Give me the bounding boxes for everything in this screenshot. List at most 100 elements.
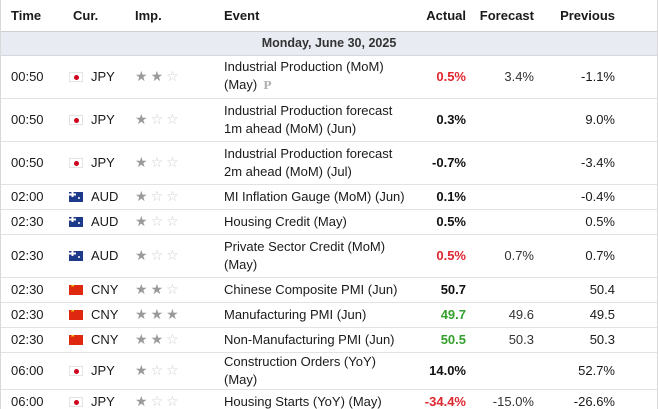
header-actual[interactable]: Actual [416,0,468,32]
event-currency-cell: JPY [69,98,135,142]
event-name-cell[interactable]: Chinese Composite PMI (Jun) [224,277,416,303]
event-actual: 0.5% [416,234,468,278]
event-name-cell[interactable]: Non-Manufacturing PMI (Jun) [224,327,416,353]
event-time: 02:00 [1,184,69,210]
star-filled-icon: ★ [150,281,164,297]
table-row[interactable]: 02:30CNY★★☆Chinese Composite PMI (Jun)50… [1,277,657,303]
flag-jp-icon [69,71,83,82]
event-forecast [468,352,560,390]
header-currency[interactable]: Cur. [69,0,135,32]
table-row[interactable]: 02:30 AUD ★ ☆ ☆ Private Sector Credit (MoM) (… [1,234,657,278]
star-empty-icon: ☆ [166,154,179,170]
event-forecast: 49.6 [468,302,560,328]
event-currency: JPY [91,394,115,409]
star-filled-icon: ★ [135,154,148,170]
event-previous: -3.4% [560,141,657,185]
event-previous: 0.5% [560,209,657,235]
event-forecast: 50.3 [468,327,560,353]
event-name[interactable]: Industrial Production forecast 2m ahead … [224,145,393,179]
star-filled-icon: ★ [135,393,148,409]
event-name[interactable]: Housing Starts (YoY) (May) [224,393,382,409]
table-row[interactable]: 02:30CNY★★☆Non-Manufacturing PMI (Jun)50… [1,327,657,353]
star-empty-icon: ☆ [166,111,179,127]
table-row[interactable]: 00:50 JPY ★ ☆ ☆ Industrial Production forecas… [1,98,657,142]
table-row[interactable]: 02:30 AUD ★ ☆ ☆ Housing Credit (May) 0.5% 0.5% [1,209,657,235]
star-filled-icon: ★ [166,306,179,322]
star-filled-icon: ★ [150,68,164,84]
table-row[interactable]: 06:00 JPY ★ ☆ ☆ Construction Orders (YoY) (Ma… [1,352,657,390]
header-forecast[interactable]: Forecast [468,0,560,32]
event-name[interactable]: Chinese Composite PMI (Jun) [224,281,398,297]
event-currency: JPY [91,155,115,170]
event-previous: 9.0% [560,98,657,142]
table-row[interactable]: 00:50 JPY ★ ☆ ☆ Industrial Production forecas… [1,141,657,185]
event-previous: 49.5 [560,302,657,328]
event-forecast [468,98,560,142]
flag-jp-icon [69,114,83,125]
event-name-cell[interactable]: Industrial Production forecast 1m ahead … [224,98,416,142]
star-empty-icon: ☆ [166,393,179,409]
header-event[interactable]: Event [224,0,416,32]
star-filled-icon: ★ [135,188,148,204]
header-importance[interactable]: Imp. [135,0,224,32]
event-previous: -26.6% [560,389,657,409]
event-name[interactable]: Industrial Production (MoM) (May) [224,59,384,92]
star-empty-icon: ☆ [150,154,164,170]
event-name[interactable]: Construction Orders (YoY) (May) [224,353,376,387]
event-previous: -1.1% [560,55,657,99]
table-row[interactable]: 06:00 JPY ★ ☆ ☆ Housing Starts (YoY) (May) -34… [1,389,657,409]
event-currency: CNY [91,332,119,347]
flag-jp-icon [69,157,83,168]
event-name[interactable]: MI Inflation Gauge (MoM) (Jun) [224,188,405,204]
header-time[interactable]: Time [1,0,69,32]
event-name-cell[interactable]: Manufacturing PMI (Jun) [224,302,416,328]
flag-cn-icon [69,284,83,295]
event-time: 00:50 [1,141,69,185]
star-empty-icon: ☆ [166,281,179,297]
star-filled-icon: ★ [135,306,148,322]
event-name-cell[interactable]: Industrial Production forecast 2m ahead … [224,141,416,185]
star-filled-icon: ★ [135,331,148,347]
event-importance: ★ ★ ☆ [135,55,224,99]
star-empty-icon: ☆ [166,331,179,347]
star-empty-icon: ☆ [166,362,179,378]
event-name-cell[interactable]: Housing Starts (YoY) (May) [224,389,416,409]
star-empty-icon: ☆ [166,213,179,229]
event-name[interactable]: Private Sector Credit (MoM) (May) [224,238,386,272]
event-actual: 0.5% [416,209,468,235]
event-time: 02:30 [1,234,69,278]
flag-jp-icon [69,365,83,376]
event-currency-cell: AUD [69,184,135,210]
event-forecast [468,277,560,303]
table-row[interactable]: 00:50 JPY ★ ★ ☆ Industrial Production (MoM) (… [1,55,657,99]
event-forecast [468,209,560,235]
event-name[interactable]: Housing Credit (May) [224,213,347,229]
event-name-cell[interactable]: MI Inflation Gauge (MoM) (Jun) [224,184,416,210]
event-previous: 50.3 [560,327,657,353]
flag-au-icon [69,216,83,227]
event-importance: ★ ☆ ☆ [135,234,224,278]
event-name[interactable]: Non-Manufacturing PMI (Jun) [224,331,395,347]
event-forecast: -15.0% [468,389,560,409]
event-currency-cell: CNY [69,327,135,353]
table-row[interactable]: 02:30CNY★★★Manufacturing PMI (Jun)49.749… [1,302,657,328]
preliminary-icon: P [263,79,272,92]
event-currency-cell: JPY [69,389,135,409]
event-name-cell[interactable]: Housing Credit (May) [224,209,416,235]
event-currency: CNY [91,282,119,297]
event-time: 02:30 [1,209,69,235]
event-name-cell[interactable]: Industrial Production (MoM) (May) P [224,55,416,99]
header-previous[interactable]: Previous [560,0,657,32]
event-currency-cell: AUD [69,234,135,278]
event-name[interactable]: Manufacturing PMI (Jun) [224,306,367,322]
date-label: Monday, June 30, 2025 [1,31,657,56]
event-importance: ★ ★ ★ [135,302,224,328]
event-name-cell[interactable]: Private Sector Credit (MoM) (May) [224,234,416,278]
star-filled-icon: ★ [135,281,148,297]
event-importance: ★ ★ ☆ [135,277,224,303]
event-currency: CNY [91,307,119,322]
event-name-cell[interactable]: Construction Orders (YoY) (May) [224,352,416,390]
event-actual: 0.1% [416,184,468,210]
table-row[interactable]: 02:00 AUD ★ ☆ ☆ MI Inflation Gauge (MoM) (Jun… [1,184,657,210]
event-name[interactable]: Industrial Production forecast 1m ahead … [224,102,393,136]
